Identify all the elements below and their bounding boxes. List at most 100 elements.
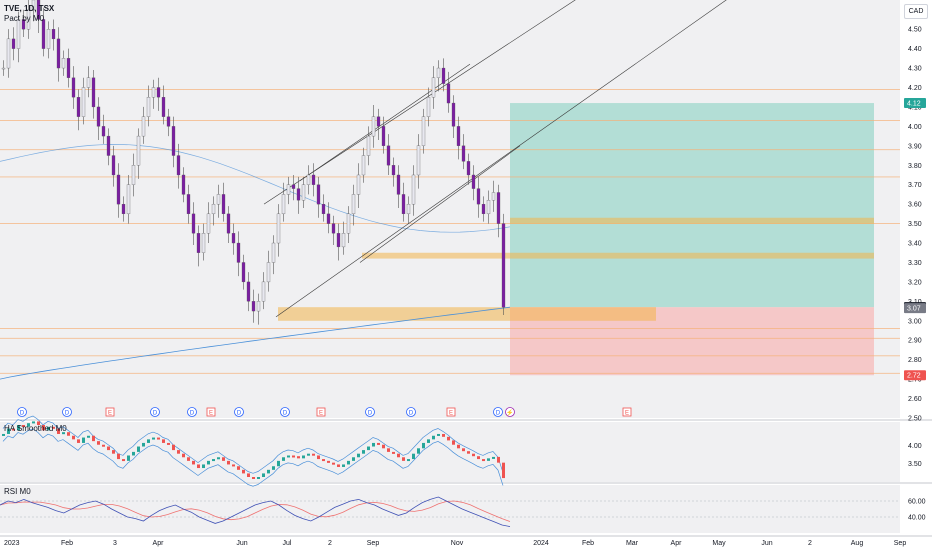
candle [126, 184, 131, 215]
candle [11, 38, 16, 49]
time-tick-label: Apr [153, 540, 165, 547]
event-marker-label: D [237, 411, 242, 417]
price-tick-label: 4.20 [908, 85, 922, 92]
time-tick-label: Apr [671, 540, 683, 547]
ha-candle [67, 432, 70, 436]
candle [61, 58, 66, 69]
candle [471, 174, 476, 189]
dividend-marker [406, 407, 416, 417]
price-tick-label: 4.50 [908, 27, 922, 34]
ha-candle [372, 442, 375, 447]
ha-candle [82, 437, 85, 443]
ha-candle [177, 450, 180, 454]
price-tick-label: 2.90 [908, 338, 922, 345]
candle [336, 233, 341, 248]
candle [226, 213, 231, 234]
candle [496, 192, 501, 224]
event-marker-label: D [20, 411, 25, 417]
candle [446, 83, 451, 104]
ha-candle [237, 466, 240, 470]
ha-candle [327, 460, 330, 463]
ha-candle [387, 448, 390, 452]
candle [431, 77, 436, 98]
candle [251, 301, 256, 312]
ha-band-upper [2, 415, 504, 474]
rsi-label: RSI M0 [4, 487, 31, 496]
ha-candle [227, 460, 230, 465]
dividend-marker [280, 407, 290, 417]
candle [76, 97, 81, 117]
price-tick-label: 3.00 [908, 318, 922, 325]
profit-zone [510, 103, 874, 308]
earnings-marker [446, 407, 456, 417]
ha-candle [297, 456, 300, 459]
ha-candle [122, 459, 125, 462]
time-tick-label: Feb [61, 540, 73, 547]
time-tick-label: May [712, 540, 726, 547]
dividend-marker [150, 407, 160, 417]
ha-candle [242, 469, 245, 474]
currency-button[interactable]: CAD [904, 4, 928, 19]
candle [456, 126, 461, 146]
candle [286, 184, 291, 195]
candle [56, 38, 61, 69]
ha-candle [212, 459, 215, 462]
ha-legend[interactable]: HA Smoothed M0 [4, 424, 67, 434]
candle [26, 9, 31, 30]
ha-candle [262, 473, 265, 477]
candle [146, 97, 151, 117]
candle [236, 242, 241, 263]
ha-candle [22, 425, 25, 427]
price-tick-label: 3.70 [908, 182, 922, 189]
candle [311, 174, 316, 185]
candle [186, 194, 191, 215]
rsi-signal-line [0, 500, 511, 522]
candle [426, 97, 431, 117]
candle [211, 203, 216, 215]
ha-candle [152, 437, 155, 440]
ha-band-lower [2, 428, 504, 487]
support-zone [362, 252, 874, 259]
time-tick-label: 2 [328, 540, 332, 547]
ha-candle [502, 462, 505, 479]
candle [401, 194, 406, 215]
price-tick-label: 3.90 [908, 143, 922, 150]
candle [421, 116, 426, 146]
ha-candle [402, 457, 405, 461]
ha-candle [282, 457, 285, 461]
dividend-marker [505, 407, 515, 417]
candle [476, 188, 481, 205]
ha-candle [357, 453, 360, 458]
candle [366, 135, 371, 156]
ha-candle [437, 433, 440, 436]
ha-candle [307, 453, 310, 456]
moving-average-line [0, 144, 511, 233]
event-marker-label: E [319, 411, 323, 417]
price-tick-label: 3.50 [908, 221, 922, 228]
symbol-title[interactable]: TVE, 1D, TSX [4, 4, 55, 13]
price-marker [904, 370, 926, 381]
event-marker-label: D [496, 411, 501, 417]
indicator-label[interactable]: Pact by M0 [4, 14, 45, 23]
ha-candle [37, 421, 40, 425]
candle [346, 213, 351, 234]
ha-candle [312, 453, 315, 456]
event-marker-label: ⚡ [506, 409, 513, 417]
rsi-tick-label: 60.00 [908, 499, 926, 506]
candle [121, 203, 126, 215]
ha-candle [167, 442, 170, 445]
price-tick-label: 4.40 [908, 46, 922, 53]
candle [406, 203, 411, 215]
ha-candle [467, 451, 470, 454]
ha-candle [132, 451, 135, 456]
candle [306, 174, 311, 185]
rsi-legend[interactable]: RSI M0 [4, 487, 31, 497]
ha-candle [87, 435, 90, 438]
ha-candle [347, 460, 350, 465]
candle [266, 262, 271, 283]
ha-candle [97, 441, 100, 445]
ha-candle [27, 423, 30, 427]
ha-candle [352, 457, 355, 461]
candle [31, 0, 36, 10]
